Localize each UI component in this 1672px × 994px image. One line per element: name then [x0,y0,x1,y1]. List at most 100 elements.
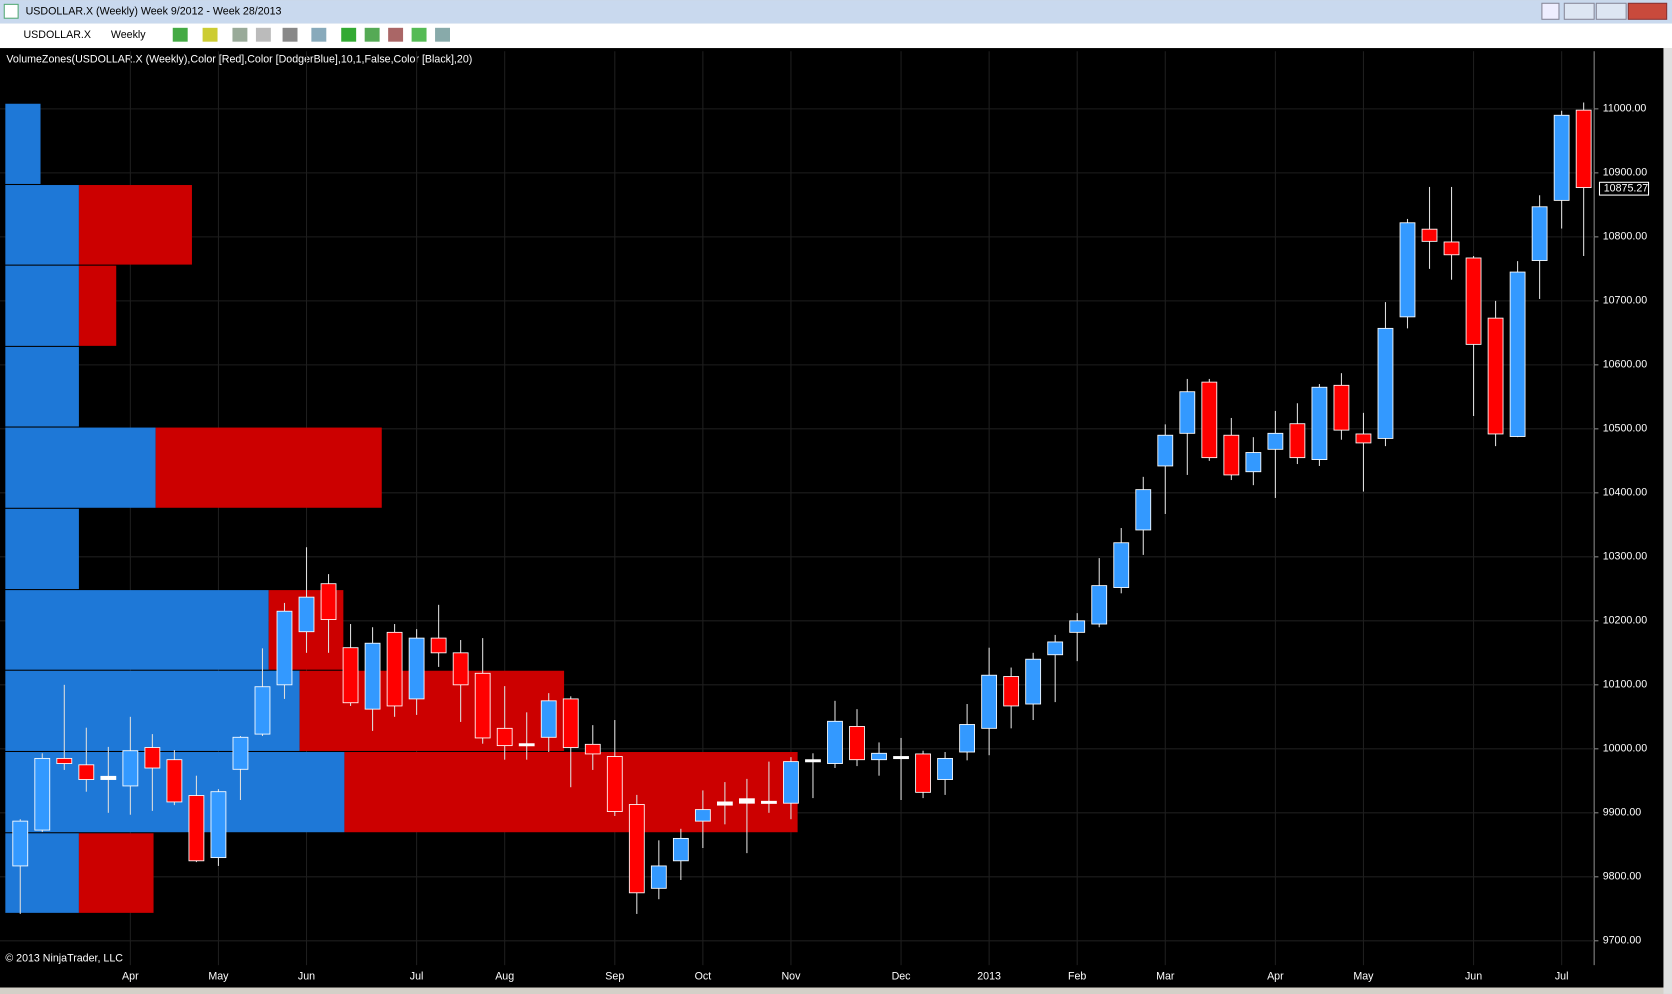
y-tick-label: 9900.00 [1603,807,1642,819]
candle-body [1223,434,1240,476]
zone-down-volume [155,427,382,508]
candle-body [496,727,513,747]
candle-body [1025,658,1042,705]
candle-body [1421,228,1438,242]
tool-icon[interactable] [435,27,450,42]
tool-icon[interactable] [388,27,404,42]
candle-body [100,775,117,780]
candle-body [893,756,909,760]
candle-body [342,647,359,704]
candle-body [1091,585,1108,625]
maximize-button[interactable] [1595,2,1627,20]
candle-body [628,804,645,894]
x-tick-label: Apr [1267,971,1284,983]
x-tick-label: May [1353,971,1374,983]
y-tick-label: 10800.00 [1603,231,1648,243]
candle-body [1179,391,1196,434]
y-tick-label: 10100.00 [1603,679,1648,691]
candle-body [739,798,755,804]
x-tick-label: Feb [1068,971,1086,983]
candle-body [650,865,667,889]
candle-body [320,583,337,620]
period-selector[interactable]: Weekly [111,29,146,41]
x-tick-label: Nov [781,971,801,983]
candle-body [1157,434,1174,467]
candle-body [1289,423,1306,459]
candle-body [1267,432,1284,450]
candle-body [254,686,271,735]
zone-down-volume [78,185,192,265]
last-price-label: 10875.27 [1604,183,1649,195]
candle-body [276,610,293,686]
candle-body [937,757,953,780]
zone-up-volume [5,590,269,670]
y-tick-label: 10300.00 [1603,551,1648,563]
x-tick-label: Jun [1465,971,1482,983]
x-tick-label: Oct [695,971,712,983]
tool-icon[interactable] [282,27,298,42]
candle-body [1355,433,1372,444]
candle-body [364,642,381,710]
y-tick-label: 10900.00 [1603,167,1648,179]
candle-body [540,700,557,738]
tool-icon[interactable] [172,27,188,42]
candle-body [981,674,998,729]
candle-body [188,795,205,862]
candle-body [386,631,403,707]
link-button[interactable] [1541,2,1560,20]
candle-body [144,747,161,769]
x-tick-label: Jul [410,971,424,983]
plot-area [0,48,1664,988]
y-tick-label: 9700.00 [1603,935,1642,947]
candle-body [562,698,579,748]
x-tick-label: Sep [605,971,624,983]
y-tick-label: 10600.00 [1603,359,1648,371]
x-tick-label: 2013 [977,971,1001,983]
candle-body [1201,381,1218,459]
candle-body [1311,386,1328,460]
y-tick-label: 10400.00 [1603,487,1648,499]
candle-body [408,637,425,700]
toolbar-icons [172,27,450,42]
tool-icon[interactable] [411,27,427,42]
candle-body [1465,257,1482,345]
tool-icon[interactable] [311,27,327,42]
window-title: USDOLLAR.X (Weekly) Week 9/2012 - Week 2… [26,6,282,18]
candle-body [1003,676,1020,707]
candle-body [1399,222,1416,318]
candle-body [871,752,887,761]
last-price-box [1598,181,1650,196]
tool-icon[interactable] [341,27,357,42]
candle-body [232,736,249,770]
close-button[interactable] [1627,2,1668,20]
candle-body [210,791,227,859]
zone-up-volume [5,265,79,346]
candle-body [584,743,601,755]
zone-down-volume [78,833,154,913]
candle-body [1443,241,1460,256]
candle-body [166,759,183,803]
candle-body [959,724,975,753]
y-tick-label: 10200.00 [1603,615,1648,627]
x-tick-label: Dec [892,971,912,983]
instrument-selector[interactable]: USDOLLAR.X [23,29,91,41]
candle-body [1245,452,1262,473]
candle-body [1069,620,1086,633]
x-tick-label: Jul [1555,971,1569,983]
candle-body [56,757,73,764]
candle-body [672,837,689,862]
y-tick-label: 11000.00 [1603,103,1647,115]
minimize-button[interactable] [1563,2,1595,20]
candle-body [122,750,139,787]
zone-up-volume [5,185,79,265]
candle-body [761,800,777,804]
tool-icon[interactable] [255,27,271,42]
candle-body [716,801,733,806]
tool-icon[interactable] [232,27,248,42]
candle-body [915,753,931,793]
zone-up-volume [5,508,79,590]
tool-icon[interactable] [202,27,218,42]
tool-icon[interactable] [364,27,380,42]
